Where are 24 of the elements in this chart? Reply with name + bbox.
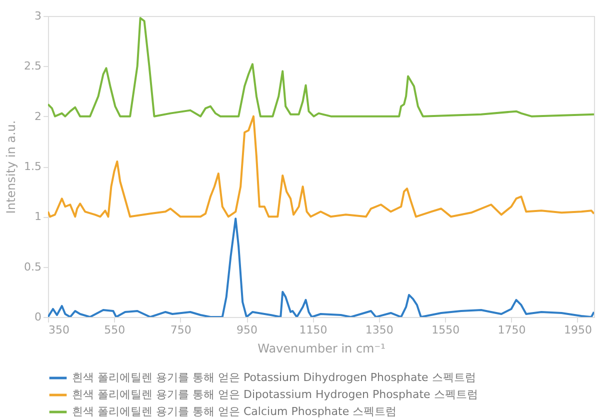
x-tick-label: 350 <box>48 324 70 336</box>
line-series <box>48 17 594 118</box>
y-axis-title: Intensity in a.u. <box>4 120 18 214</box>
x-tick-label: 1550 <box>432 324 460 336</box>
y-tick-label: 2.5 <box>24 60 42 73</box>
y-tick-label: 0 <box>34 310 42 324</box>
x-tick-label: 1350 <box>365 324 394 336</box>
x-tick-label: 1150 <box>299 324 328 336</box>
legend-label: 흰색 폴리에틸렌 용기를 통해 얻은 Calcium Phosphate 스펙트럼 <box>72 405 397 418</box>
x-tick-label: 1950 <box>564 324 592 336</box>
y-tick-label: 1 <box>34 210 42 224</box>
line-series <box>48 218 594 317</box>
x-tick-label: 550 <box>104 324 126 336</box>
x-tick-label: 1750 <box>498 324 526 336</box>
legend-label: 흰색 폴리에틸렌 용기를 통해 얻은 Dipotassium Hydrogen Phosphate 스펙트럼 <box>72 388 478 401</box>
y-tick-label: 1.5 <box>24 160 42 173</box>
y-tick-label: 0.5 <box>24 260 42 274</box>
x-tick-label: 750 <box>170 324 192 336</box>
y-tick-label: 3 <box>34 10 42 22</box>
x-axis-title: Wavenumber in cm⁻¹ <box>258 342 386 356</box>
x-tick-label: 950 <box>236 324 258 336</box>
y-tick-label: 2 <box>34 110 42 123</box>
line-series <box>48 115 594 218</box>
legend-label: 흰색 폴리에틸렌 용기를 통해 얻은 Potassium Dihydrogen Phosphate 스펙트럼 <box>72 371 476 384</box>
